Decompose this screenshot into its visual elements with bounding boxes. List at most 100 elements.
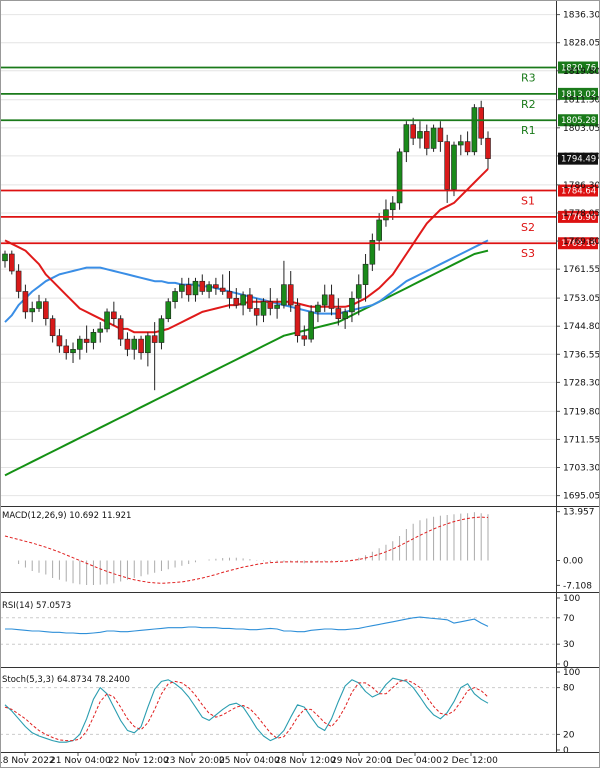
time-tick-label: 1 Dec 04:00 xyxy=(387,756,442,766)
candle-body xyxy=(49,318,56,337)
candle-body xyxy=(226,291,233,299)
price-tick-label: 1819.80 xyxy=(563,67,600,77)
ma-green-line xyxy=(4,249,489,477)
rsi-tick-label: 70 xyxy=(563,614,575,624)
candle-body xyxy=(403,124,410,153)
level-price-tag-bg xyxy=(558,61,598,74)
level-price-tag: 1813.02 xyxy=(561,90,596,100)
candle-body xyxy=(36,301,42,309)
candle-body xyxy=(131,338,138,350)
level-price-tag: 1769.16 xyxy=(561,239,596,249)
candle-body xyxy=(9,253,15,272)
candle-body xyxy=(396,151,403,204)
stoch-tick-label: 20 xyxy=(563,730,575,740)
candle-body xyxy=(308,311,314,340)
level-price-tag: 1776.90 xyxy=(561,213,596,223)
candle-body xyxy=(165,301,172,320)
level-name-r3: R3 xyxy=(521,72,536,85)
candle-body xyxy=(15,270,22,292)
stoch-k-line xyxy=(4,677,489,743)
candle-body xyxy=(287,284,294,306)
candle-body xyxy=(274,304,280,309)
ma-blue-line xyxy=(4,239,489,323)
candle-body xyxy=(362,263,369,285)
candle-body xyxy=(253,308,260,316)
rsi-tick-label: 30 xyxy=(563,640,575,650)
candle-body xyxy=(151,335,158,343)
candle-body xyxy=(376,219,382,241)
level-price-tag-bg xyxy=(558,184,598,197)
price-tick-label: 1803.05 xyxy=(563,124,600,134)
time-tick-label: 25 Nov 04:00 xyxy=(219,756,280,766)
stoch-tick-label: 80 xyxy=(563,684,575,694)
level-price-tag-bg xyxy=(558,237,598,250)
macd-tick-label: 13.957 xyxy=(563,508,595,518)
time-tick-label: 2 Dec 12:00 xyxy=(443,756,498,766)
candle-body xyxy=(464,141,471,153)
time-tick-label: 28 Nov 12:00 xyxy=(275,756,336,766)
price-tick-label: 1736.55 xyxy=(563,350,600,360)
rsi-title: RSI(14) 57.0573 xyxy=(2,601,71,611)
price-tick-label: 1786.30 xyxy=(563,181,600,191)
candle-body xyxy=(213,284,219,289)
candle-body xyxy=(77,338,83,350)
price-tick-label: 1811.30 xyxy=(563,96,600,106)
candle-body xyxy=(471,107,478,153)
candle-body xyxy=(233,297,240,306)
candle-body xyxy=(138,338,144,354)
price-tick-label: 1703.30 xyxy=(563,464,600,474)
candle-body xyxy=(457,141,464,146)
level-price-tag: 1784.64 xyxy=(561,187,596,197)
level-price-tag-bg xyxy=(558,114,598,127)
chart-grid xyxy=(0,14,556,497)
candle-body xyxy=(83,338,90,343)
candle-body xyxy=(90,332,97,343)
macd-title: MACD(12,26,9) 10.692 11.921 xyxy=(2,511,131,521)
candlestick-series xyxy=(2,100,491,391)
candle-body xyxy=(179,284,185,292)
price-tick-label: 1711.55 xyxy=(563,435,600,445)
stoch-title: Stoch(5,3,3) 64.8734 78.2400 xyxy=(2,675,130,685)
candle-body xyxy=(192,280,199,296)
current-price-tag: 1794.49 xyxy=(561,155,596,165)
candle-body xyxy=(451,144,457,190)
support-resistance-levels: R3 1820.76 R2 1813.02 R1 1805.28 S1 1784.64 S2 17… xyxy=(0,61,598,260)
time-tick-label: 18 Nov 2022 xyxy=(0,756,55,766)
price-tick-label: 1728.30 xyxy=(563,378,600,388)
candle-body xyxy=(124,338,131,350)
macd-tick-label: 0.00 xyxy=(563,557,583,567)
price-tick-label: 1828.05 xyxy=(563,39,600,49)
level-name-s2: S2 xyxy=(521,221,535,234)
price-tick-label: 1778.05 xyxy=(563,209,600,219)
candle-body xyxy=(437,127,444,142)
candle-body xyxy=(328,294,335,309)
candle-body xyxy=(294,304,301,337)
candle-body xyxy=(321,294,328,306)
candle-body xyxy=(485,137,491,159)
rsi-tick-label: 100 xyxy=(563,594,580,604)
candle-body xyxy=(478,107,484,139)
candle-body xyxy=(247,294,253,309)
candle-body xyxy=(145,335,151,354)
moving-averages xyxy=(4,168,489,477)
candle-body xyxy=(417,131,423,139)
candle-body xyxy=(97,328,104,333)
price-axis: 1836.30 1828.05 1819.80 1811.30 1803.05 1794.… xyxy=(556,11,600,502)
candle-body xyxy=(63,345,70,354)
candle-body xyxy=(56,335,63,347)
candle-body xyxy=(206,284,212,292)
candle-body xyxy=(240,294,246,306)
price-tick-label: 1744.80 xyxy=(563,322,600,332)
price-tick-label: 1753.05 xyxy=(563,294,600,304)
level-name-s1: S1 xyxy=(521,195,535,208)
candle-body xyxy=(70,349,76,354)
current-price-tag-bg xyxy=(558,152,598,165)
time-tick-label: 22 Nov 12:00 xyxy=(108,756,169,766)
candle-body xyxy=(349,297,355,313)
ma-red-line xyxy=(4,168,489,334)
candle-body xyxy=(423,131,430,149)
candle-body xyxy=(158,318,165,343)
level-name-r2: R2 xyxy=(521,98,536,111)
stoch-tick-label: 100 xyxy=(563,668,580,678)
